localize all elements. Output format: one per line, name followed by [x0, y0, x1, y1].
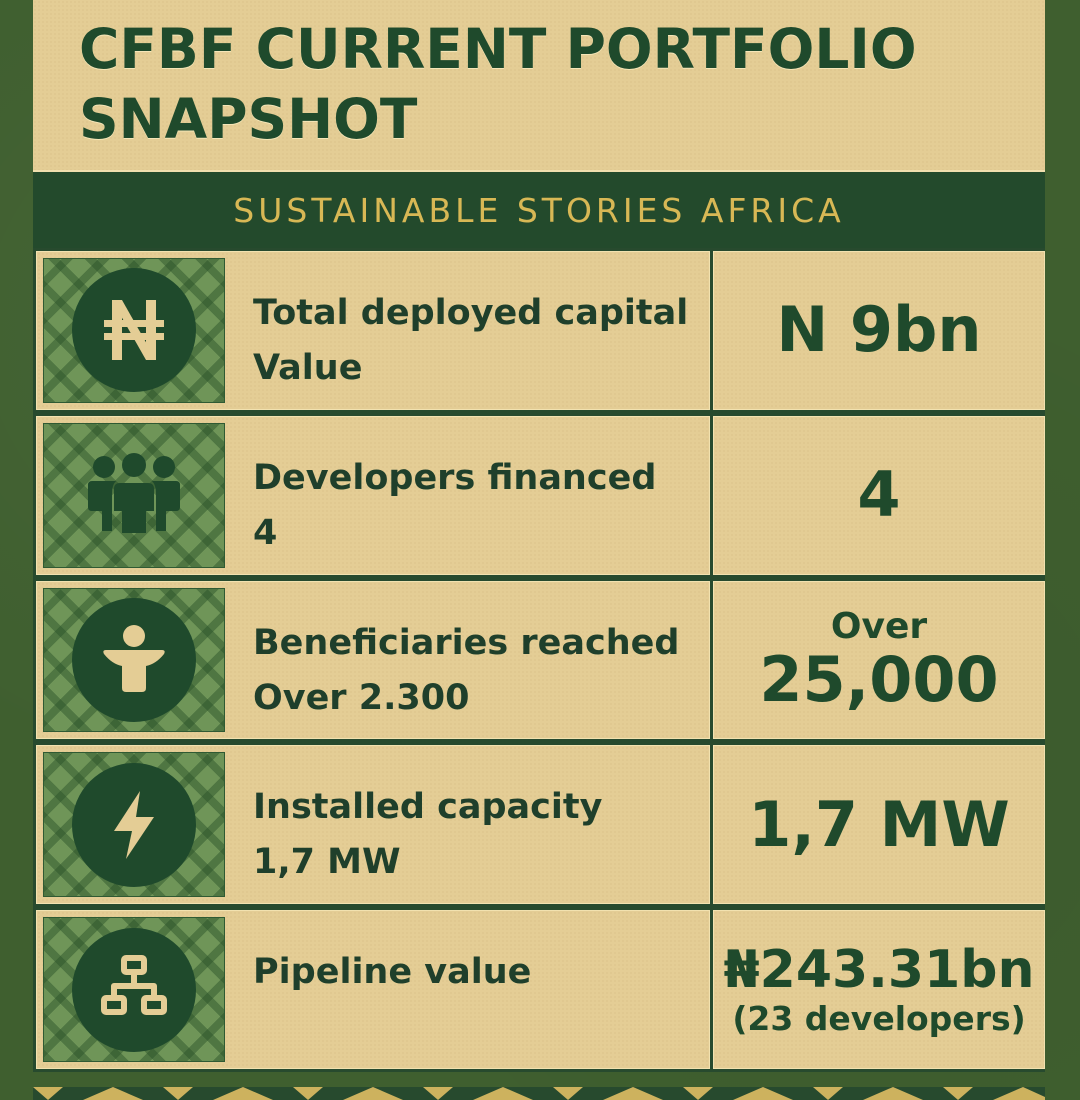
- metric-value: 1,7 MW: [714, 746, 1044, 903]
- metric-value-cell: ₦243.31bn (23 developers): [713, 910, 1045, 1069]
- metric-label: Total deployed capital Value: [253, 293, 689, 388]
- metric-row-deployed-capital: Total deployed capital Value N 9bn: [33, 248, 1045, 413]
- metric-value: 4: [714, 417, 1044, 574]
- metrics-table: Total deployed capital Value N 9bn: [33, 248, 1045, 1072]
- header: CFBF CURRENT PORTFOLIO SNAPSHOT: [33, 0, 1045, 172]
- value-primary: 25,000: [759, 642, 999, 716]
- portfolio-panel: CFBF CURRENT PORTFOLIO SNAPSHOT SUSTAINA…: [33, 0, 1045, 1072]
- value-primary: 1,7 MW: [748, 787, 1010, 861]
- network-hierarchy-icon: [72, 927, 196, 1052]
- value-primary: 4: [857, 458, 901, 532]
- metric-value: ₦243.31bn (23 developers): [714, 911, 1044, 1068]
- value-prefix: Over: [830, 605, 928, 647]
- metric-row-installed-capacity: Installed capacity 1,7 MW 1,7 MW: [33, 742, 1045, 907]
- naira-currency-icon: [72, 268, 196, 393]
- decorative-zigzag-border: [33, 1087, 1045, 1100]
- metric-label: Beneficiaries reached Over 2.300: [253, 622, 680, 718]
- lightning-bolt-icon: [72, 762, 196, 887]
- person-beneficiary-icon: [72, 597, 196, 722]
- metric-value: N 9bn: [714, 252, 1044, 409]
- metric-value: Over 25,000: [714, 582, 1044, 739]
- metric-label: Pipeline value: [253, 952, 532, 993]
- subtitle-band: SUSTAINABLE STORIES AFRICA: [33, 172, 1045, 248]
- metric-value-cell: 4: [713, 415, 1045, 575]
- metric-row-developers-financed: Developers financed 4 4: [33, 413, 1045, 578]
- page-title: CFBF CURRENT PORTFOLIO SNAPSHOT: [79, 17, 917, 151]
- metric-value-cell: Over 25,000: [713, 580, 1045, 740]
- icon-tile: [43, 917, 225, 1062]
- metric-label-cell: Pipeline value: [36, 910, 710, 1069]
- metric-label-cell: Installed capacity 1,7 MW: [36, 745, 710, 905]
- metric-value-cell: N 9bn: [713, 251, 1045, 410]
- value-primary: ₦243.31bn: [723, 939, 1035, 1000]
- value-secondary: (23 developers): [732, 998, 1026, 1038]
- metric-row-pipeline-value: Pipeline value ₦243.31bn (23 developers): [33, 907, 1045, 1072]
- metric-label-cell: Beneficiaries reached Over 2.300: [36, 580, 710, 740]
- subtitle: SUSTAINABLE STORIES AFRICA: [233, 190, 845, 230]
- metric-row-beneficiaries: Beneficiaries reached Over 2.300 Over 25…: [33, 578, 1045, 743]
- icon-tile: [43, 587, 225, 733]
- metric-label: Installed capacity 1,7 MW: [253, 787, 603, 883]
- icon-tile: [43, 422, 225, 568]
- value-primary: N 9bn: [776, 293, 982, 367]
- people-group-icon: [72, 433, 196, 557]
- icon-tile: [43, 752, 225, 898]
- icon-tile: [43, 258, 225, 403]
- metric-label-cell: Developers financed 4: [36, 415, 710, 575]
- metric-value-cell: 1,7 MW: [713, 745, 1045, 905]
- metric-label: Developers financed 4: [253, 457, 657, 553]
- metric-label-cell: Total deployed capital Value: [36, 251, 710, 410]
